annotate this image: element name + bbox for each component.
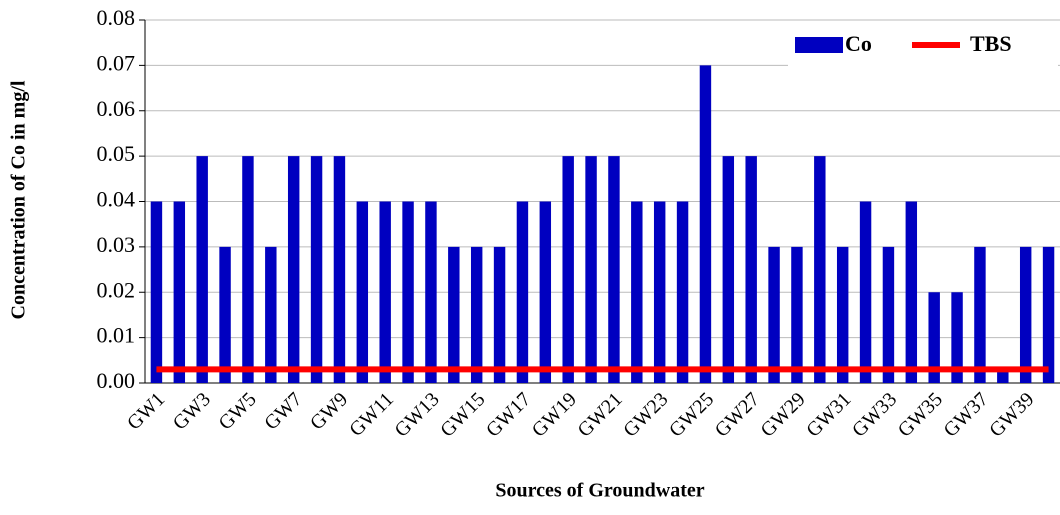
x-tick-label: GW5 (215, 388, 261, 434)
bar (631, 201, 643, 383)
bar (287, 156, 300, 383)
bar (1019, 246, 1032, 383)
bar (470, 246, 483, 383)
bar (745, 156, 757, 383)
bar (768, 246, 780, 383)
bar (836, 246, 849, 383)
bar (242, 156, 254, 383)
y-tick-label: 0.02 (97, 277, 136, 302)
x-tick-label: GW17 (482, 388, 535, 441)
legend: Co TBS (788, 24, 1058, 66)
bar (356, 201, 369, 383)
x-tick-label: GW39 (985, 388, 1038, 441)
bar (379, 201, 391, 383)
y-tick-label: 0.01 (97, 323, 136, 348)
x-tick-label: GW27 (711, 388, 764, 441)
x-tick-label: GW23 (619, 388, 672, 441)
x-tick-label: GW3 (169, 388, 215, 434)
x-tick-label: GW29 (756, 388, 809, 441)
bar (928, 292, 940, 383)
x-tick-label: GW7 (260, 388, 306, 434)
legend-label: Co (845, 31, 872, 56)
bar (676, 201, 689, 383)
y-tick-label: 0.00 (97, 368, 136, 393)
x-tick-label: GW37 (939, 388, 992, 441)
x-tick-label: GW13 (390, 388, 443, 441)
bar (539, 201, 552, 383)
y-axis-title: Concentration of Co in mg/l (8, 80, 30, 319)
y-tick-label: 0.03 (97, 232, 136, 257)
bar (448, 246, 460, 383)
bar (974, 246, 986, 383)
x-tick-label: GW15 (436, 388, 489, 441)
bar (722, 156, 735, 383)
x-tick-label: GW35 (894, 388, 947, 441)
bar (608, 156, 620, 383)
x-tick-label: GW9 (306, 388, 352, 434)
x-tick-label: GW31 (802, 388, 855, 441)
x-tick-label: GW21 (573, 388, 626, 441)
y-tick-label: 0.04 (97, 187, 136, 212)
y-tick-label: 0.07 (97, 50, 136, 75)
bar (265, 246, 277, 383)
bar (951, 292, 963, 383)
bar (493, 246, 506, 383)
bar (585, 156, 597, 383)
bar (882, 246, 895, 383)
bar (699, 65, 712, 383)
bar (219, 246, 231, 383)
x-tick-label: GW11 (345, 388, 398, 441)
y-tick-label: 0.08 (97, 5, 136, 30)
bar (905, 201, 918, 383)
bar (653, 201, 666, 383)
bar (997, 369, 1009, 383)
bar (791, 246, 803, 383)
y-tick-label: 0.05 (97, 141, 136, 166)
bar (1042, 246, 1055, 383)
bar (150, 201, 163, 383)
bar (562, 156, 574, 383)
bar (516, 201, 529, 383)
x-tick-label: GW19 (528, 388, 581, 441)
x-tick-label: GW1 (123, 388, 169, 434)
bar (859, 201, 872, 383)
bar (173, 201, 186, 383)
x-tick-label: GW25 (665, 388, 718, 441)
bar (425, 201, 437, 383)
bar (333, 156, 346, 383)
legend-swatch (795, 37, 843, 53)
x-tick-label: GW33 (848, 388, 901, 441)
x-axis-title: Sources of Groundwater (495, 480, 704, 502)
legend-label: TBS (970, 31, 1012, 56)
bar (402, 201, 414, 383)
y-tick-label: 0.06 (97, 96, 136, 121)
bar (814, 156, 826, 383)
bar (310, 156, 323, 383)
bar (196, 156, 208, 383)
